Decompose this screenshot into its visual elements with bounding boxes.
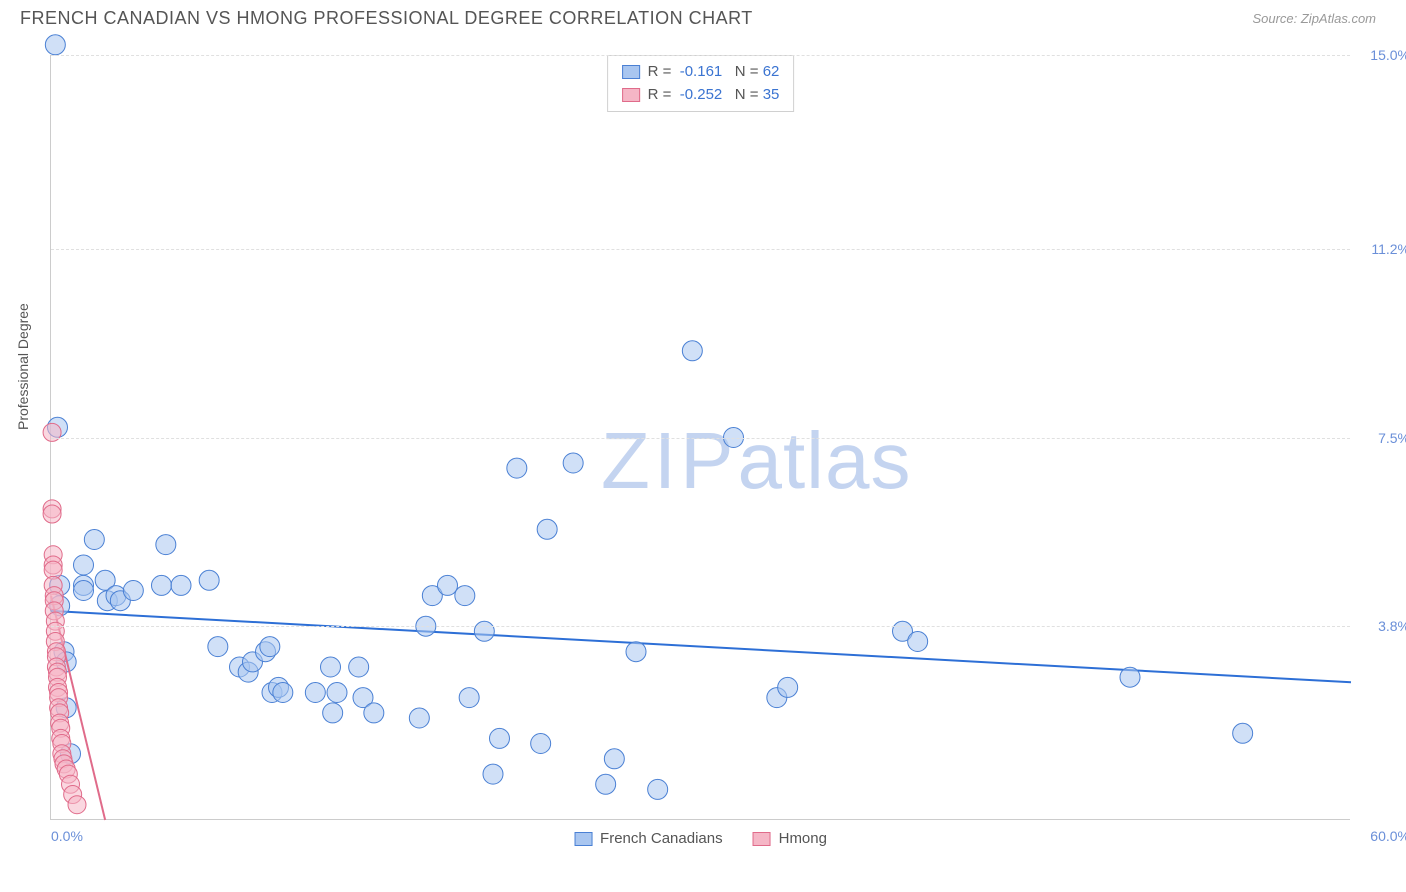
y-axis-label: Professional Degree xyxy=(15,303,31,430)
stats-row: R = -0.252 N = 35 xyxy=(622,84,780,107)
y-tick: 11.2% xyxy=(1371,241,1406,257)
x-tick-min: 0.0% xyxy=(51,828,83,844)
y-tick: 3.8% xyxy=(1378,618,1406,634)
legend-swatch xyxy=(574,832,592,846)
stats-legend: R = -0.161 N = 62R = -0.252 N = 35 xyxy=(607,55,795,112)
gridline xyxy=(51,249,1350,250)
gridline xyxy=(51,626,1350,627)
stats-row: R = -0.161 N = 62 xyxy=(622,61,780,84)
legend-swatch xyxy=(753,832,771,846)
y-tick: 15.0% xyxy=(1370,47,1406,63)
legend-label: Hmong xyxy=(779,830,827,847)
legend-swatch xyxy=(622,88,640,102)
y-tick: 7.5% xyxy=(1378,430,1406,446)
gridline xyxy=(51,438,1350,439)
legend-swatch xyxy=(622,65,640,79)
legend-label: French Canadians xyxy=(600,830,723,847)
series-legend: French Canadians Hmong xyxy=(574,830,827,847)
gridline xyxy=(51,55,1350,56)
legend-item: French Canadians xyxy=(574,830,723,847)
x-tick-max: 60.0% xyxy=(1370,828,1406,844)
source-label: Source: ZipAtlas.com xyxy=(1252,11,1376,26)
chart-title: FRENCH CANADIAN VS HMONG PROFESSIONAL DE… xyxy=(20,8,753,29)
legend-item: Hmong xyxy=(753,830,827,847)
chart-area: ZIPatlas R = -0.161 N = 62R = -0.252 N =… xyxy=(50,55,1350,820)
